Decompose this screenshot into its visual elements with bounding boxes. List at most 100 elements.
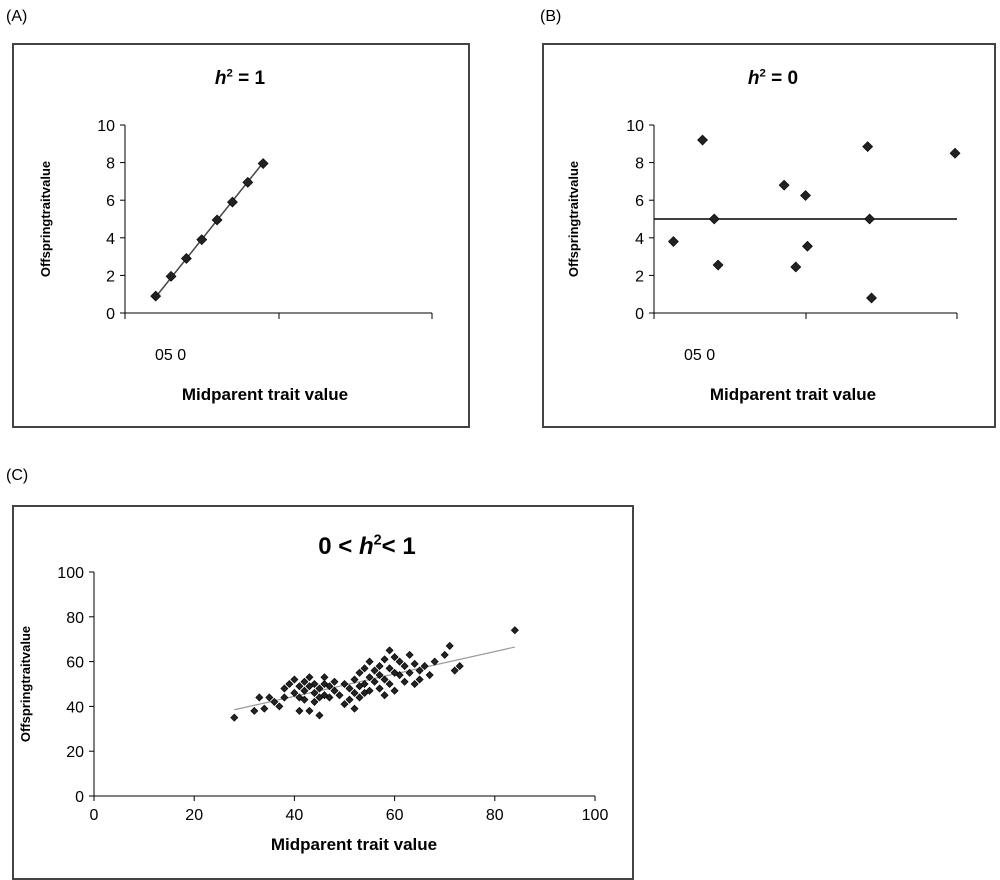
- chart-c-frame: [12, 505, 634, 880]
- c-point-60: [385, 679, 394, 689]
- c-point-15: [300, 686, 309, 695]
- a-y-tick-label-5: 10: [97, 118, 115, 135]
- b-point-4: [778, 179, 790, 191]
- a-x-tick-labels: 05 0: [155, 347, 186, 364]
- b-point-5: [790, 261, 802, 273]
- c-point-52: [370, 677, 379, 686]
- chart-a-frame: [12, 43, 470, 428]
- c-y-tick-label-0: 0: [75, 789, 84, 806]
- c-point-2: [255, 693, 264, 702]
- c-point-75: [420, 662, 429, 671]
- c-point-56: [380, 655, 389, 664]
- c-point-41: [350, 704, 359, 713]
- c-point-30: [325, 682, 334, 691]
- panel-label-b: (B): [540, 8, 562, 25]
- c-point-63: [390, 653, 399, 662]
- c-point-11: [290, 675, 299, 684]
- c-point-55: [375, 684, 384, 693]
- c-point-32: [330, 677, 339, 686]
- c-point-0: [230, 713, 239, 722]
- a-y-tick-label-4: 8: [106, 156, 115, 173]
- b-point-9: [864, 213, 876, 225]
- c-point-62: [390, 668, 399, 677]
- c-point-45: [360, 664, 369, 673]
- c-x-tick-label-2: 40: [286, 807, 304, 824]
- c-point-14: [295, 706, 304, 715]
- c-point-8: [280, 693, 289, 702]
- b-y-tick-label-0: 0: [635, 306, 644, 323]
- b-point-1: [697, 134, 708, 146]
- c-point-27: [320, 679, 329, 689]
- c-point-28: [320, 691, 329, 700]
- c-point-64: [390, 686, 399, 695]
- c-point-77: [430, 657, 439, 666]
- a-point-0: [150, 290, 162, 302]
- b-point-6: [800, 190, 811, 201]
- c-point-36: [340, 700, 349, 709]
- b-y-tick-label-3: 6: [635, 193, 644, 210]
- b-y-tick-label-2: 4: [635, 231, 644, 248]
- c-point-74: [415, 675, 424, 684]
- c-point-1: [250, 706, 259, 715]
- c-point-44: [355, 693, 364, 702]
- c-point-53: [375, 662, 384, 671]
- c-point-4: [265, 693, 274, 702]
- c-point-51: [370, 666, 379, 675]
- b-point-7: [802, 240, 813, 252]
- a-point-2: [180, 253, 192, 264]
- b-y-tick-label-5: 10: [626, 118, 644, 135]
- a-y-tick-label-3: 6: [106, 193, 115, 210]
- c-y-tick-label-5: 100: [57, 565, 84, 582]
- c-point-71: [410, 659, 419, 668]
- c-point-82: [510, 626, 519, 635]
- c-point-42: [355, 668, 364, 677]
- c-point-61: [385, 646, 394, 655]
- chart-b-frame: [542, 43, 996, 428]
- c-point-79: [445, 641, 454, 650]
- c-point-39: [350, 675, 359, 684]
- c-point-9: [285, 679, 294, 689]
- c-point-19: [305, 673, 314, 682]
- c-point-80: [450, 666, 459, 675]
- c-x-tick-label-0: 0: [90, 807, 99, 824]
- b-y-tick-label-4: 8: [635, 156, 644, 173]
- c-point-66: [395, 671, 404, 680]
- a-point-6: [242, 176, 254, 188]
- c-y-tick-label-1: 20: [66, 744, 84, 761]
- c-point-29: [320, 673, 329, 682]
- a-point-5: [227, 196, 238, 208]
- c-point-5: [270, 697, 279, 706]
- c-x-tick-label-5: 100: [582, 807, 609, 824]
- c-point-10: [290, 688, 299, 697]
- c-x-tick-label-4: 80: [486, 807, 504, 824]
- c-point-68: [400, 677, 409, 686]
- a-y-tick-label-0: 0: [106, 306, 115, 323]
- c-x-axis-label: Midparent trait value: [271, 835, 437, 854]
- b-y-axis-label: Offspringtraitvalue: [566, 161, 581, 277]
- c-point-48: [365, 657, 374, 666]
- c-point-31: [325, 693, 334, 702]
- b-y-tick-label-1: 2: [635, 268, 644, 285]
- b-point-0: [667, 236, 679, 247]
- c-point-7: [280, 684, 289, 693]
- c-y-tick-label-4: 80: [66, 610, 84, 627]
- c-point-40: [350, 688, 359, 697]
- a-point-4: [211, 214, 223, 226]
- a-point-1: [165, 270, 177, 282]
- c-x-tick-label-1: 20: [185, 807, 203, 824]
- c-y-axis-label: Offspringtraitvalue: [18, 626, 33, 742]
- panel-label-c: (C): [6, 467, 29, 484]
- b-title: h2 = 0: [748, 67, 798, 89]
- c-point-23: [310, 697, 319, 706]
- c-point-21: [310, 688, 319, 697]
- c-point-70: [405, 668, 414, 677]
- a-x-axis-label: Midparent trait value: [182, 385, 348, 404]
- b-point-8: [862, 141, 874, 153]
- c-point-67: [400, 662, 409, 671]
- c-point-16: [300, 677, 309, 686]
- a-title: h2 = 1: [215, 67, 266, 89]
- c-point-57: [380, 675, 389, 684]
- c-point-34: [335, 691, 344, 700]
